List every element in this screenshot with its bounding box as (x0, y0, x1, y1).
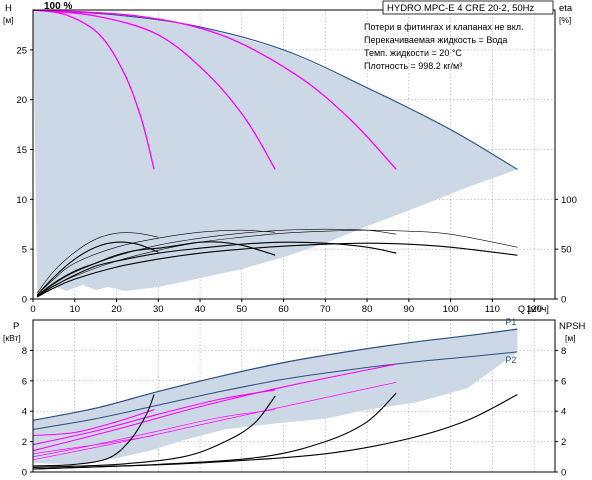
efficiency-curve-7 (37, 228, 397, 297)
top-x-tick-label: 60 (278, 304, 289, 315)
top-y-right-tick-label: 100 (561, 195, 577, 206)
npsh-curves (32, 392, 518, 470)
efficiency-curves (36, 228, 518, 298)
efficiency-curve-8 (37, 229, 518, 297)
head-efficiency-panel: 0 10 20 30 40 50 60 70 80 90 100 110 120 0510152025 … (3, 0, 577, 315)
bottom-y-right-tick-label: 0 (561, 468, 566, 479)
bottom-y-tick-label: 2 (22, 437, 27, 448)
top-x-tick-label: 80 (362, 304, 373, 315)
head-envelope-area (33, 10, 518, 295)
p1-envelope-curve (32, 328, 518, 421)
top-x-tick-label: 120 (526, 304, 542, 315)
efficiency-curve-4 (36, 242, 518, 298)
y-label-npsh: NPSH (559, 321, 586, 332)
top-x-tick-label: 30 (153, 304, 164, 315)
power-curve-6 (32, 381, 397, 461)
p1-label: P1 (505, 317, 516, 327)
top-x-tick-label: 10 (69, 304, 80, 315)
bottom-y-tick-label: 4 (22, 407, 27, 418)
title-box (382, 0, 554, 15)
y-label-eta: eta (559, 3, 573, 14)
top-y-tick-label: 10 (16, 195, 27, 206)
top-plot-frame (32, 9, 556, 300)
note-line-4: Плотность = 998.2 кг/м³ (364, 61, 462, 71)
power-curve-3 (32, 363, 397, 452)
note-line-2: Перекачиваемая жидкость = Вода (364, 35, 507, 45)
power-npsh-panel: 0 2 4 6 8 0 2 4 6 8 P [кВт] NPSH [м] P1 P2 (3, 317, 586, 478)
efficiency-curve-3 (36, 241, 397, 297)
bottom-y-ticks-left: 0 2 4 6 8 (22, 346, 33, 479)
p2-label: P2 (505, 355, 516, 365)
top-x-ticks: 0 10 20 30 40 50 60 70 80 90 100 110 120 (30, 299, 542, 315)
efficiency-curve-2 (36, 241, 276, 297)
bottom-y-ticks-right: 0 2 4 6 8 (555, 346, 566, 479)
npsh-curve-2 (32, 395, 276, 468)
top-y-ticks-left: 0 5 10 15 20 25 (16, 45, 33, 306)
speed-label: 100 % (44, 1, 72, 12)
bottom-y-right-tick-label: 4 (561, 407, 566, 418)
efficiency-curve-5 (36, 232, 159, 294)
top-x-tick-label: 50 (237, 304, 248, 315)
top-x-tick-label: 90 (404, 304, 415, 315)
power-curve-1 (32, 409, 155, 437)
x-axis-label: Q [м³/ч] (518, 304, 549, 314)
bottom-y-right-tick-label: 6 (561, 376, 566, 387)
p2-envelope-curve (32, 351, 518, 430)
top-y-right-tick-label: 50 (561, 245, 572, 256)
head-curve-1 (32, 9, 155, 170)
y-label-power-unit: [кВт] (3, 333, 21, 343)
npsh-curve-4 (32, 394, 518, 470)
top-x-tick-label: 0 (30, 304, 35, 315)
head-curve-2 (32, 9, 276, 170)
note-line-1: Потери в фитингах и клапанах не вкл. (364, 22, 524, 32)
top-x-tick-label: 110 (485, 304, 500, 315)
y-label-head-unit: [м] (3, 15, 14, 25)
head-curves (32, 9, 397, 170)
bottom-y-tick-label: 8 (22, 346, 27, 357)
head-envelope-max-curve (32, 9, 518, 170)
chart-title: HYDRO MPC-E 4 CRE 20-2, 50Hz (387, 3, 535, 14)
top-x-tick-label: 100 (443, 304, 459, 315)
bottom-y-tick-label: 0 (22, 468, 27, 479)
bottom-y-tick-label: 6 (22, 376, 27, 387)
y-label-eta-unit: [%] (559, 15, 571, 25)
bottom-y-right-tick-label: 8 (561, 346, 566, 357)
npsh-curve-1 (32, 394, 155, 467)
y-label-npsh-unit: [м] (565, 333, 576, 343)
efficiency-curve-6 (36, 229, 276, 296)
top-x-tick-label: 20 (111, 304, 122, 315)
bottom-y-right-tick-label: 2 (561, 437, 566, 448)
top-x-tick-label: 40 (195, 304, 206, 315)
note-line-3: Темп. жидкости = 20 °C (364, 48, 462, 58)
power-curve-2 (32, 389, 276, 446)
top-y-tick-label: 0 (22, 295, 27, 306)
head-envelope (32, 9, 518, 295)
power-curve-5 (32, 409, 276, 458)
power-curves (32, 363, 397, 461)
top-y-tick-label: 25 (16, 45, 27, 56)
top-y-tick-label: 20 (16, 95, 27, 106)
y-label-head: H (5, 3, 12, 14)
efficiency-curve-1 (36, 241, 159, 296)
bottom-plot-frame (32, 319, 556, 473)
top-y-tick-label: 15 (16, 145, 27, 156)
top-y-right-tick-label: 0 (561, 295, 566, 306)
top-y-ticks-right: 0 50 100 (555, 195, 577, 306)
head-curve-3 (32, 9, 397, 170)
top-x-tick-label: 70 (320, 304, 331, 315)
top-y-tick-label: 5 (22, 245, 27, 256)
y-label-power: P (13, 321, 19, 332)
